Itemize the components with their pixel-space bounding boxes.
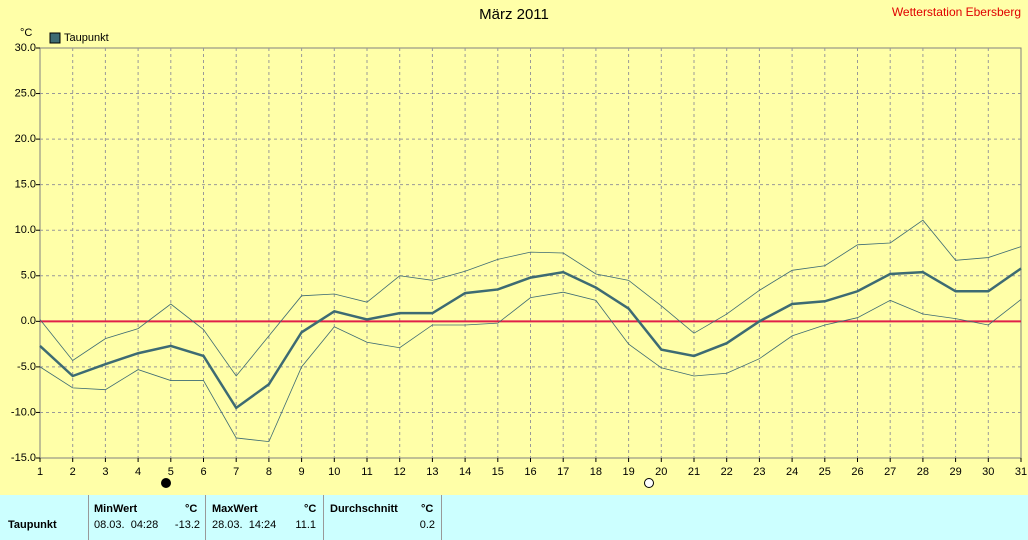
cell-box	[205, 495, 324, 540]
y-unit: °C	[20, 27, 32, 39]
y-tick-label: 5.0	[21, 270, 36, 282]
x-tick-label: 25	[819, 466, 831, 478]
cell-box	[323, 495, 442, 540]
x-tick-label: 11	[361, 466, 372, 478]
x-tick-label: 12	[394, 466, 406, 478]
series-line	[39, 267, 1022, 410]
x-tick-label: 5	[168, 466, 174, 478]
x-tick-label: 18	[590, 466, 602, 478]
cell: 28.03. 14:24	[212, 519, 277, 531]
x-tick-label: 29	[949, 466, 961, 478]
x-tick-label: 19	[622, 466, 634, 478]
y-tick-label: -10.0	[11, 406, 36, 418]
x-tick-label: 4	[135, 466, 141, 478]
y-tick-label: 20.0	[15, 133, 36, 145]
x-tick-label: 23	[753, 466, 765, 478]
x-tick-label: 20	[655, 466, 667, 478]
header-cell: MinWert	[94, 503, 138, 515]
chart: März 2011 Wetterstation Ebersberg °C Tau…	[11, 5, 1027, 488]
x-tick-label: 7	[233, 466, 239, 478]
station-name: Wetterstation Ebersberg	[892, 5, 1021, 19]
x-tick-label: 15	[492, 466, 504, 478]
row-label: Taupunkt	[8, 519, 57, 531]
legend-label: Taupunkt	[64, 32, 109, 44]
full-moon-icon	[161, 478, 171, 488]
legend-swatch	[49, 32, 61, 44]
x-tick-label: 14	[459, 466, 471, 478]
x-tick-label: 10	[328, 466, 340, 478]
y-tick-label: 15.0	[15, 179, 36, 191]
x-tick-label: 3	[102, 466, 108, 478]
cell: 0.2	[419, 519, 435, 531]
x-tick-label: 24	[786, 466, 798, 478]
y-tick-label: 0.0	[21, 315, 36, 327]
x-tick-label: 8	[266, 466, 272, 478]
x-tick-label: 13	[426, 466, 438, 478]
header-cell: MaxWert	[212, 503, 258, 515]
header-cell: °C	[304, 503, 317, 515]
chart-title: März 2011	[479, 6, 549, 23]
x-tick-label: 27	[884, 466, 896, 478]
x-tick-label: 16	[524, 466, 536, 478]
x-tick-label: 1	[37, 466, 43, 478]
x-tick-label: 9	[299, 466, 305, 478]
cell-box	[88, 495, 206, 540]
cell: -13.2	[174, 519, 200, 531]
header-cell: °C	[185, 503, 198, 515]
header-cell: °C	[421, 503, 434, 515]
series-line	[39, 219, 1022, 377]
series-line	[39, 291, 1022, 443]
y-tick-label: 10.0	[15, 224, 36, 236]
x-tick-label: 22	[721, 466, 733, 478]
cell: 11.1	[295, 519, 316, 531]
x-tick-label: 6	[200, 466, 206, 478]
x-tick-label: 2	[70, 466, 76, 478]
stats-table: MinWert °C MaxWert °C Durchschnitt °C Ta…	[0, 495, 1028, 540]
y-tick-label: 25.0	[15, 87, 36, 99]
x-tick-label: 21	[688, 466, 700, 478]
new-moon-icon	[644, 478, 654, 488]
legend: Taupunkt	[49, 32, 109, 44]
x-tick-label: 30	[982, 466, 994, 478]
x-tick-label: 31	[1015, 466, 1027, 478]
y-tick-label: 30.0	[15, 42, 36, 54]
x-tick-label: 26	[851, 466, 863, 478]
x-tick-label: 28	[917, 466, 929, 478]
x-tick-label: 17	[557, 466, 569, 478]
cell: 08.03. 04:28	[94, 519, 159, 531]
header-cell: Durchschnitt	[330, 503, 398, 515]
y-tick-label: -15.0	[11, 452, 36, 464]
y-tick-label: -5.0	[17, 361, 36, 373]
